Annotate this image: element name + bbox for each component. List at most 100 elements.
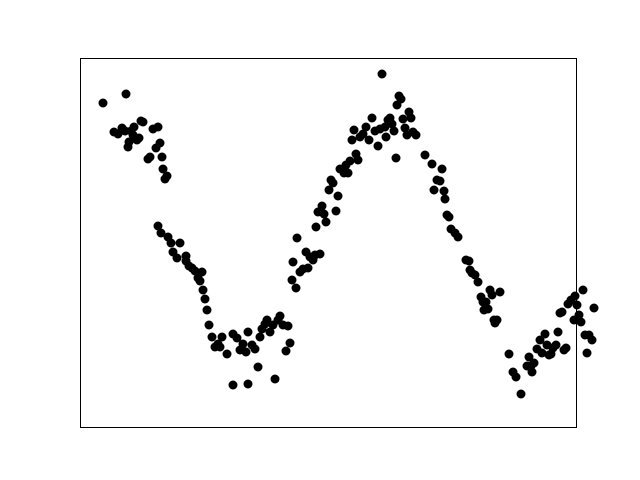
data-point [190, 266, 200, 276]
data-point [578, 285, 588, 295]
data-point [153, 221, 163, 231]
data-point [285, 338, 295, 348]
data-point [389, 126, 399, 136]
data-point [228, 380, 238, 390]
data-point [121, 89, 131, 99]
data-point [275, 311, 285, 321]
data-point [470, 270, 480, 280]
data-point [439, 186, 449, 196]
data-point [265, 327, 275, 337]
data-point [98, 98, 108, 108]
data-point [481, 297, 491, 307]
data-point [262, 315, 272, 325]
data-point [238, 339, 248, 349]
data-point [420, 150, 430, 160]
data-point [255, 332, 265, 342]
data-point [444, 212, 454, 222]
data-point [158, 164, 168, 174]
data-point [380, 122, 390, 132]
data-point [253, 362, 263, 372]
data-point [589, 303, 599, 313]
data-point [291, 283, 301, 293]
data-point [495, 287, 505, 297]
data-point [440, 194, 450, 204]
data-point [511, 372, 521, 382]
data-point [381, 132, 391, 142]
data-point [377, 69, 387, 79]
data-point [222, 349, 232, 359]
data-point [557, 307, 567, 317]
data-point [353, 155, 363, 165]
data-point [527, 367, 537, 377]
data-point [349, 125, 359, 135]
data-point [435, 176, 445, 186]
data-point [317, 201, 327, 211]
data-point [155, 138, 165, 148]
data-point [358, 129, 368, 139]
data-point [172, 253, 182, 263]
data-point [250, 344, 260, 354]
data-point [283, 321, 293, 331]
data-point [138, 117, 148, 127]
data-point [582, 348, 592, 358]
data-point [587, 335, 597, 345]
data-point [175, 238, 185, 248]
data-point [398, 114, 408, 124]
data-point [124, 137, 134, 147]
data-point [574, 310, 584, 320]
data-point [319, 209, 329, 219]
data-point [292, 233, 302, 243]
data-point [287, 275, 297, 285]
data-point [324, 185, 334, 195]
data-point [504, 349, 514, 359]
data-point [281, 346, 291, 356]
data-point [181, 251, 191, 261]
plot-area-frame [80, 58, 577, 428]
data-point [570, 291, 580, 301]
data-point [331, 206, 341, 216]
data-point [162, 171, 172, 181]
data-point [232, 333, 242, 343]
data-point [153, 122, 163, 132]
data-point [311, 222, 321, 232]
data-point [195, 276, 205, 286]
data-point [400, 123, 410, 133]
data-point [288, 257, 298, 267]
data-point [483, 304, 493, 314]
data-point [156, 228, 166, 238]
data-point [129, 122, 139, 132]
data-point [429, 185, 439, 195]
data-point [270, 374, 280, 384]
data-point [411, 130, 421, 140]
data-point [391, 153, 401, 163]
data-point [166, 238, 176, 248]
data-point [367, 113, 377, 123]
data-point [561, 343, 571, 353]
data-point [387, 119, 397, 129]
data-point [343, 168, 353, 178]
data-point [321, 217, 331, 227]
data-point [303, 263, 313, 273]
data-point [333, 191, 343, 201]
data-point [516, 389, 526, 399]
data-point [157, 152, 167, 162]
data-point [524, 352, 534, 362]
data-point [396, 94, 406, 104]
data-point [243, 379, 253, 389]
data-point [572, 300, 582, 310]
data-point [576, 317, 586, 327]
data-point [551, 340, 561, 350]
data-point [473, 277, 483, 287]
data-point [361, 122, 371, 132]
data-point [487, 290, 497, 300]
scatter-points [98, 69, 599, 399]
data-point [427, 159, 437, 169]
data-point [134, 133, 144, 143]
data-point [406, 113, 416, 123]
data-point [437, 164, 447, 174]
data-point [492, 315, 502, 325]
data-point [540, 329, 550, 339]
data-point [345, 156, 355, 166]
